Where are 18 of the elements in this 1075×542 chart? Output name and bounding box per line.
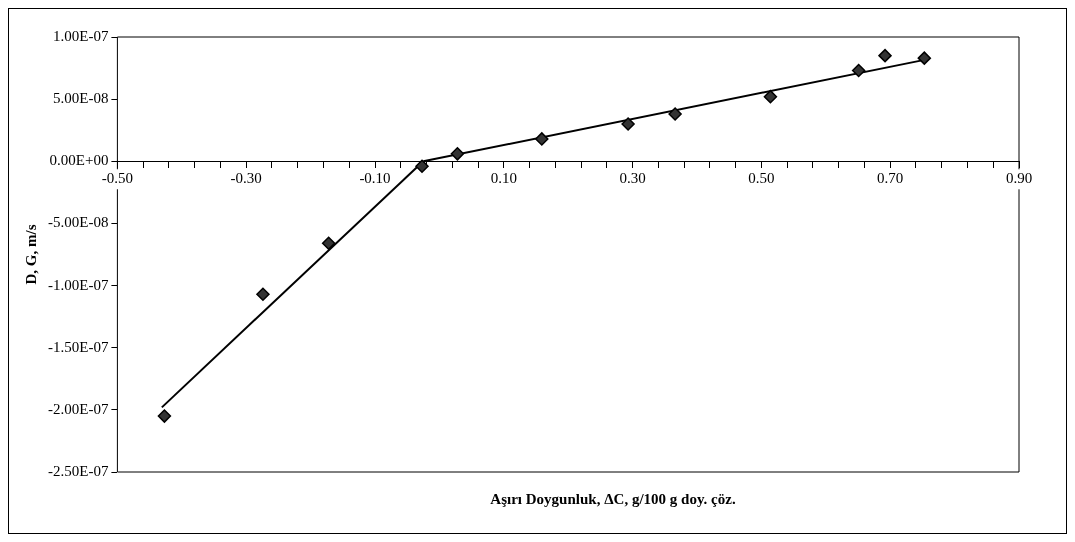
x-tick-label: 0.10	[490, 170, 517, 187]
y-tick-label: 0.00E+00	[49, 152, 109, 169]
x-tick-label: -0.10	[359, 170, 391, 187]
y-tick-label: -1.50E-07	[48, 338, 109, 355]
x-axis-title: Aşırı Doygunluk, ΔC, g/100 g doy. çöz.	[489, 491, 737, 508]
y-tick-label: 5.00E-08	[52, 90, 109, 107]
x-tick-label: 0.50	[748, 170, 775, 187]
y-tick-label: -2.50E-07	[48, 462, 109, 479]
x-tick-label: 0.90	[1005, 170, 1033, 187]
x-tick-label: 0.70	[877, 170, 904, 187]
y-tick-label: -5.00E-08	[48, 214, 109, 231]
y-tick-label: -1.00E-07	[48, 276, 109, 293]
y-tick-label: 1.00E-07	[52, 27, 109, 44]
x-tick-label: -0.30	[230, 170, 262, 187]
x-tick-label: 0.30	[619, 170, 646, 187]
x-tick-label: -0.50	[101, 170, 134, 187]
y-axis-title: D, G, m/s	[22, 224, 39, 285]
y-tick-label: -2.00E-07	[48, 400, 109, 417]
